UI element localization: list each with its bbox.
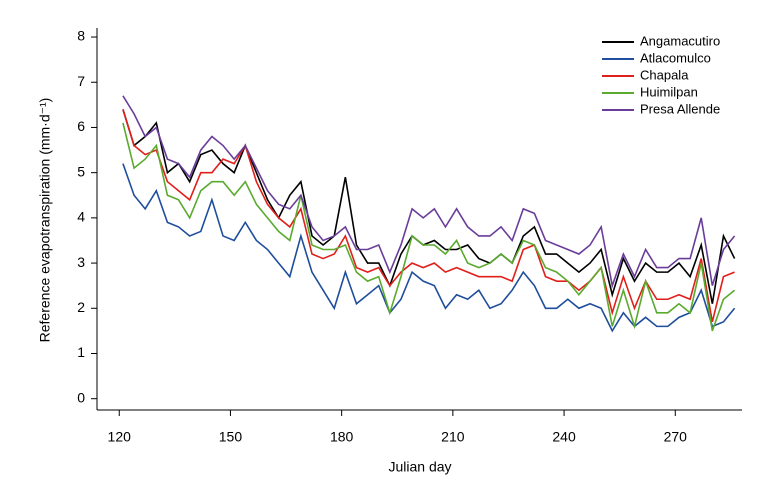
y-tick-label: 8 [77, 28, 85, 44]
series-line [122, 109, 736, 304]
x-axis-label: Julian day [388, 459, 451, 475]
legend-label: Angamacutiro [640, 33, 720, 48]
legend-label: Atlacomulco [640, 50, 711, 65]
series-line [122, 109, 735, 323]
x-tick-label: 150 [219, 429, 243, 445]
legend-label: Presa Allende [640, 101, 720, 116]
x-tick-label: 180 [330, 429, 354, 445]
y-axis-label: Reference evapotranspiration (mm·d⁻¹) [37, 98, 53, 343]
legend-label: Chapala [640, 67, 689, 82]
x-tick-label: 270 [664, 429, 688, 445]
y-tick-label: 4 [77, 209, 85, 225]
x-tick-label: 210 [441, 429, 465, 445]
y-tick-label: 7 [77, 73, 85, 89]
y-tick-label: 6 [77, 118, 85, 134]
y-tick-label: 2 [77, 299, 85, 315]
y-tick-label: 1 [77, 344, 85, 360]
series-line [122, 95, 736, 289]
series-line [122, 122, 736, 332]
x-tick-label: 120 [108, 429, 132, 445]
x-tick-label: 240 [552, 429, 576, 445]
y-tick-label: 0 [77, 389, 85, 405]
series-line [122, 163, 736, 333]
legend-label: Huimilpan [640, 84, 698, 99]
y-tick-label: 5 [77, 163, 85, 179]
y-tick-label: 3 [77, 254, 85, 270]
